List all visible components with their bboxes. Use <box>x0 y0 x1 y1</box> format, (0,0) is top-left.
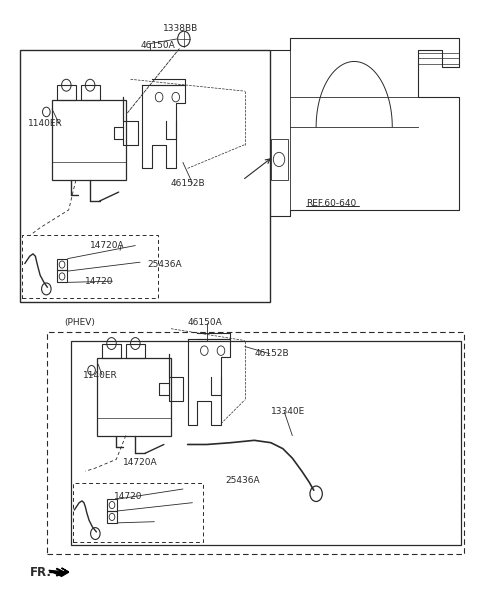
Text: 1338BB: 1338BB <box>163 25 198 33</box>
Bar <box>71 341 461 545</box>
Bar <box>107 499 117 511</box>
Text: 1140ER: 1140ER <box>28 120 63 129</box>
Text: 14720A: 14720A <box>90 241 125 250</box>
Polygon shape <box>48 568 69 576</box>
Bar <box>107 511 117 523</box>
Text: 25436A: 25436A <box>226 476 260 485</box>
Text: 14720A: 14720A <box>123 459 158 468</box>
Text: 1140ER: 1140ER <box>83 371 118 380</box>
Text: (PHEV): (PHEV) <box>64 318 95 327</box>
Bar <box>57 270 67 282</box>
Bar <box>126 343 145 358</box>
Text: 46152B: 46152B <box>171 179 205 188</box>
Bar <box>271 139 288 180</box>
Text: 13340E: 13340E <box>271 407 305 416</box>
Bar <box>72 483 204 542</box>
Text: 46152B: 46152B <box>254 349 289 358</box>
Text: 14720: 14720 <box>114 492 143 501</box>
Text: FR.: FR. <box>30 566 52 579</box>
Bar <box>52 100 126 180</box>
Text: 25436A: 25436A <box>147 260 182 269</box>
Bar <box>57 258 67 270</box>
Text: 46150A: 46150A <box>140 41 175 50</box>
Bar <box>22 236 158 298</box>
Bar <box>20 50 270 302</box>
Bar <box>57 86 76 100</box>
Bar <box>102 343 121 358</box>
Bar <box>81 86 100 100</box>
Bar <box>48 332 464 554</box>
Bar <box>97 358 171 435</box>
Text: REF.60-640: REF.60-640 <box>307 200 357 209</box>
Text: 46150A: 46150A <box>188 318 222 327</box>
Text: 14720: 14720 <box>85 277 114 286</box>
